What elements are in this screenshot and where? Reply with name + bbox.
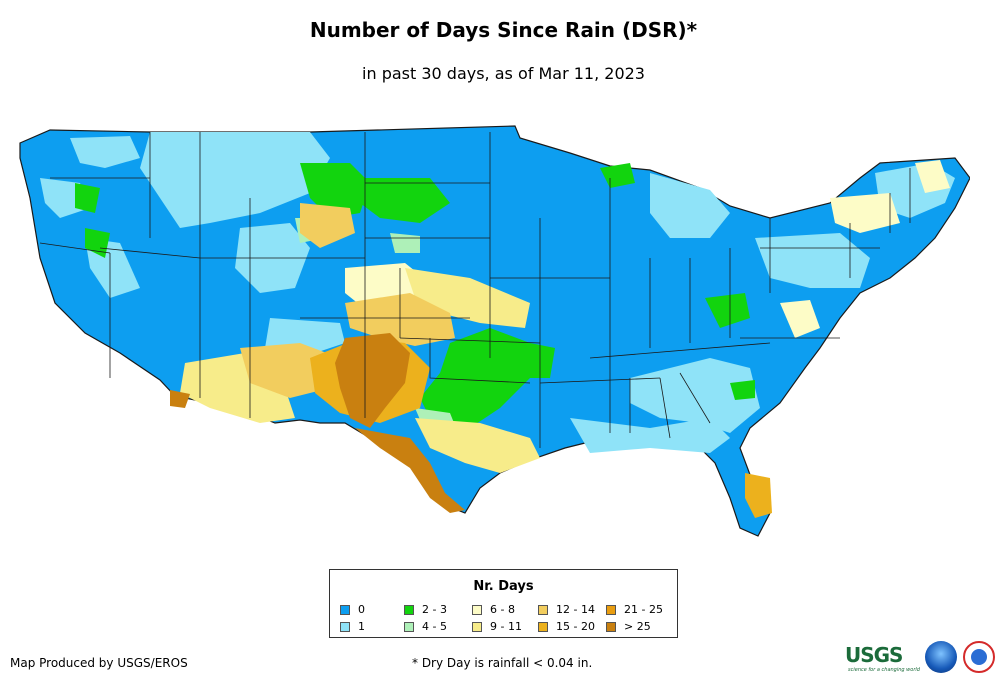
legend-label: 12 - 14 (556, 603, 595, 616)
legend-title: Nr. Days (473, 579, 534, 594)
legend-box: Nr. Days 0 1 2 - 3 4 - 5 6 - 8 9 - 11 12… (329, 569, 678, 638)
legend-label: 0 (358, 603, 365, 616)
over-twenty-five-day-regions (170, 333, 465, 513)
legend-label: 4 - 5 (422, 620, 447, 633)
map-subtitle: in past 30 days, as of Mar 11, 2023 (362, 64, 645, 83)
legend-swatch (340, 621, 350, 632)
legend-item-4: 6 - 8 (472, 603, 515, 616)
legend-swatch (606, 621, 616, 632)
map-credit: Map Produced by USGS/EROS (10, 656, 188, 670)
legend-label: 1 (358, 620, 365, 633)
legend-label: 2 - 3 (422, 603, 447, 616)
legend-item-7: 15 - 20 (538, 620, 595, 633)
legend-item-6: 12 - 14 (538, 603, 595, 616)
noaa-logo-icon (925, 641, 957, 673)
legend-item-9: > 25 (606, 620, 651, 633)
legend-swatch (606, 604, 616, 615)
legend-swatch (404, 604, 414, 615)
legend-swatch (538, 621, 548, 632)
legend-label: > 25 (624, 620, 651, 633)
map-title: Number of Days Since Rain (DSR)* (309, 18, 698, 42)
legend-label: 6 - 8 (490, 603, 515, 616)
legend-item-2: 2 - 3 (404, 603, 447, 616)
legend-swatch (340, 604, 350, 615)
legend-label: 21 - 25 (624, 603, 663, 616)
legend-item-3: 4 - 5 (404, 620, 447, 633)
legend-item-8: 21 - 25 (606, 603, 663, 616)
legend-item-0: 0 (340, 603, 365, 616)
legend-item-5: 9 - 11 (472, 620, 522, 633)
legend-swatch (404, 621, 414, 632)
dry-day-footnote: * Dry Day is rainfall < 0.04 in. (412, 656, 593, 670)
nws-logo-icon (963, 641, 995, 673)
legend-item-1: 1 (340, 620, 365, 633)
legend-label: 15 - 20 (556, 620, 595, 633)
us-dsr-map (19, 125, 970, 537)
legend-label: 9 - 11 (490, 620, 522, 633)
legend-swatch (472, 621, 482, 632)
legend-swatch (538, 604, 548, 615)
legend-swatch (472, 604, 482, 615)
usgs-tagline: science for a changing world (848, 667, 920, 673)
usgs-logo: USGS (845, 643, 903, 667)
state-borders (39, 132, 911, 448)
